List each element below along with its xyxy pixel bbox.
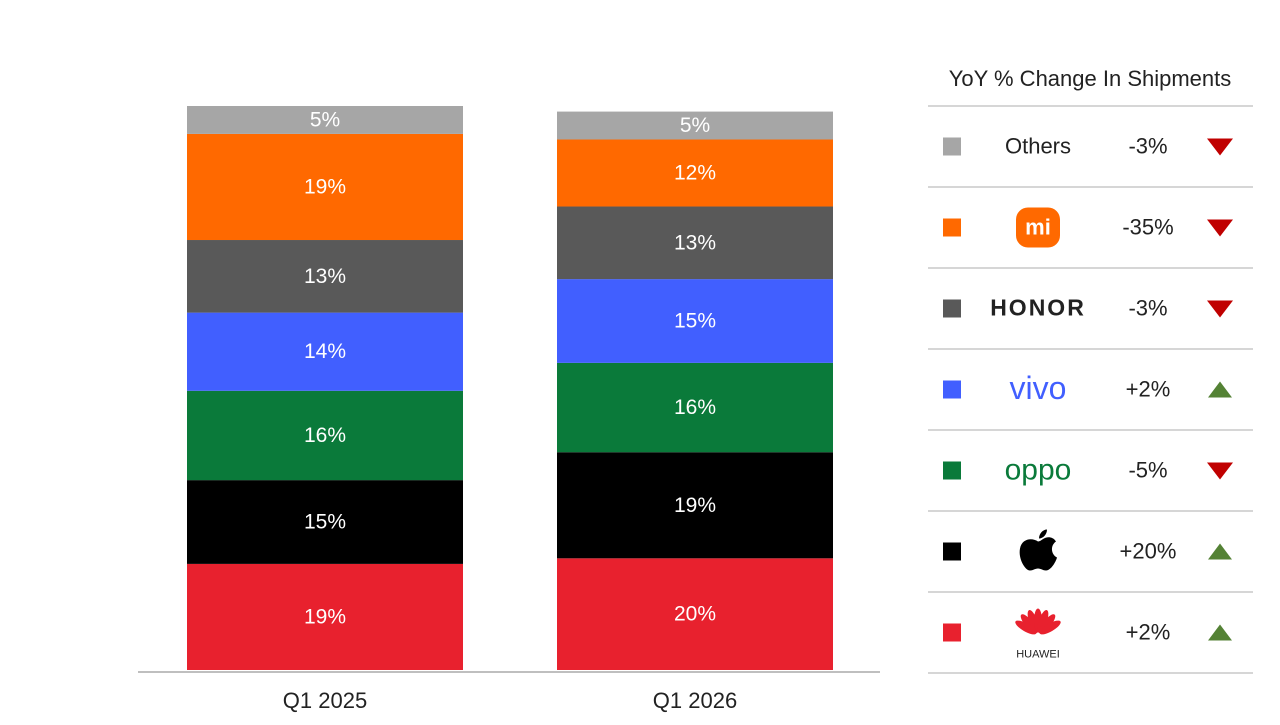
yoy-arrow [1207, 300, 1233, 318]
legend-swatch [943, 623, 961, 642]
yoy-label: -3% [1128, 295, 1167, 320]
yoy-arrow [1208, 381, 1232, 398]
bar-segment [557, 111, 833, 140]
bar-segment [187, 563, 463, 670]
logo-petal [1039, 620, 1061, 635]
legend-name: Others [1005, 133, 1071, 158]
data-label: 13% [674, 231, 716, 254]
data-label: 15% [304, 511, 346, 534]
bar-segment [557, 362, 833, 453]
legend-swatch [943, 461, 961, 480]
logo-petal [1037, 609, 1049, 633]
data-label: 5% [310, 109, 340, 132]
data-label: 19% [304, 176, 346, 199]
bar-segment [557, 139, 833, 207]
data-label: 19% [304, 605, 346, 628]
bar-segment [557, 452, 833, 559]
legend-name: HUAWEI [1016, 648, 1060, 660]
yoy-label: -5% [1128, 457, 1167, 482]
legend-swatch [943, 218, 961, 237]
bar-segment [187, 390, 463, 481]
bar-segment [187, 312, 463, 391]
legend-swatch [943, 542, 961, 561]
bar-segment [187, 480, 463, 564]
yoy-label: +2% [1126, 619, 1171, 644]
bar-segment [187, 106, 463, 134]
logo-apple [1019, 529, 1057, 571]
data-label: 14% [304, 340, 346, 363]
bar-segment [187, 133, 463, 241]
yoy-arrow [1208, 543, 1232, 560]
yoy-label: -3% [1128, 133, 1167, 158]
bar-segment [557, 206, 833, 280]
yoy-arrow [1207, 138, 1233, 156]
legend-swatch [943, 137, 961, 156]
legend-name: HONOR [990, 295, 1086, 321]
yoy-arrow [1208, 624, 1232, 641]
data-label: 15% [674, 310, 716, 333]
legend-swatch [943, 380, 961, 399]
data-label: 16% [304, 424, 346, 447]
legend-title: YoY % Change In Shipments [949, 66, 1232, 91]
data-label: 16% [674, 396, 716, 419]
x-tick-label: Q1 2026 [653, 688, 737, 713]
data-label: 13% [304, 265, 346, 288]
data-label: 12% [674, 162, 716, 185]
legend-name: oppo [1005, 453, 1072, 486]
yoy-arrow [1207, 219, 1233, 237]
legend-swatch [943, 299, 961, 318]
bar-segment [557, 558, 833, 670]
yoy-arrow [1207, 462, 1233, 480]
bar-segment [187, 240, 463, 313]
yoy-label: +20% [1120, 538, 1177, 563]
data-label: 5% [680, 114, 710, 137]
data-label: 20% [674, 603, 716, 626]
data-label: 19% [674, 494, 716, 517]
logo-mi [1016, 207, 1060, 248]
yoy-label: +2% [1126, 376, 1171, 401]
yoy-label: -35% [1122, 214, 1173, 239]
legend-name: mi [1025, 214, 1051, 239]
bar-segment [557, 279, 833, 363]
x-tick-label: Q1 2025 [283, 688, 367, 713]
legend-name: vivo [1010, 370, 1067, 406]
